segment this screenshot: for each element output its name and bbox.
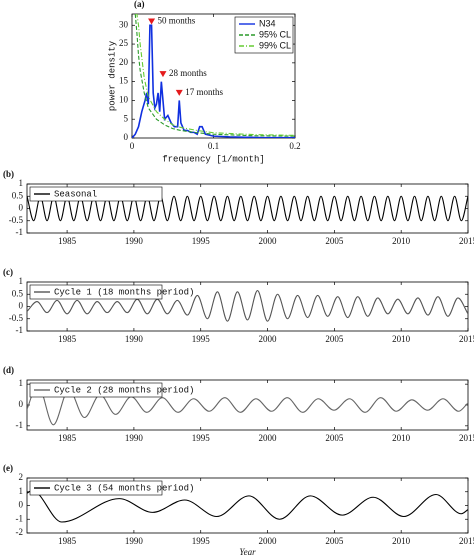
y-tick-label: 1 — [19, 178, 24, 188]
x-tick-label: 2000 — [259, 536, 278, 546]
x-tick-label: 2005 — [325, 236, 344, 246]
annotation-label: 17 months — [185, 87, 223, 97]
legend-box — [29, 382, 163, 398]
x-tick-label: 2000 — [259, 236, 278, 246]
y-tick-label: -1 — [16, 513, 24, 523]
panel-label: (c) — [3, 267, 13, 277]
x-tick-label: 1985 — [58, 236, 77, 246]
x-tick-label: 1995 — [192, 433, 211, 443]
plot-area — [27, 489, 468, 523]
x-tick-label: 1990 — [125, 236, 144, 246]
y-tick-label: 0.5 — [12, 190, 24, 200]
y-tick-label: 1 — [19, 276, 24, 286]
y-tick-label: -1 — [16, 420, 24, 430]
x-tick-label: 2010 — [392, 236, 411, 246]
x-tick-label: 2015 — [459, 433, 474, 443]
y-tick-label: 0 — [19, 500, 24, 510]
x-tick-label: 1995 — [192, 334, 211, 344]
series-line — [27, 489, 468, 523]
series-line — [27, 290, 468, 322]
x-tick-label: 1985 — [58, 433, 77, 443]
x-tick-label: 1995 — [192, 236, 211, 246]
x-tick-label: 2015 — [459, 334, 474, 344]
x-tick-label: 2010 — [392, 334, 411, 344]
legend-box — [29, 284, 163, 300]
x-axis-label: frequency [1/month] — [162, 154, 265, 164]
panel-label: (b) — [3, 169, 14, 179]
y-tick-label: 20 — [119, 57, 129, 67]
legend-label: Cycle 2 (28 months period) — [54, 385, 194, 395]
legend-label: 95% CL — [259, 29, 291, 39]
x-tick-label: 1990 — [125, 433, 144, 443]
y-tick-label: 30 — [119, 19, 129, 29]
legend-label: N34 — [259, 18, 276, 28]
panel-label: (d) — [3, 365, 14, 375]
legend-label: Cycle 3 (54 months period) — [54, 483, 194, 493]
annotation-marker — [159, 71, 167, 78]
x-tick-label: 2015 — [459, 236, 474, 246]
x-tick-label: 1990 — [125, 536, 144, 546]
x-tick-label: 1990 — [125, 334, 144, 344]
x-tick-label: 2010 — [392, 433, 411, 443]
y-tick-label: 1 — [19, 486, 24, 496]
annotation-marker — [148, 18, 156, 25]
x-tick-label: 2015 — [459, 536, 474, 546]
legend-box — [29, 186, 163, 202]
panel-label: (e) — [3, 463, 13, 473]
series-line — [134, 14, 295, 137]
legend-box — [29, 480, 163, 496]
panel-label: (a) — [134, 0, 145, 9]
x-tick-label: 2000 — [259, 334, 278, 344]
x-tick-label: 1985 — [58, 536, 77, 546]
x-tick-label: 2005 — [325, 334, 344, 344]
plot-area — [27, 195, 468, 222]
annotation-label: 50 months — [158, 16, 196, 26]
y-tick-label: -1 — [16, 227, 24, 237]
series-line — [135, 14, 295, 136]
legend-box — [234, 16, 294, 54]
y-tick-label: 0 — [19, 301, 24, 311]
plot-area — [27, 290, 468, 322]
x-tick-label: 2005 — [325, 536, 344, 546]
y-tick-label: 0 — [19, 399, 24, 409]
y-tick-label: 2 — [19, 472, 24, 482]
x-axis-label: Year — [239, 547, 256, 557]
x-tick-label: 2000 — [259, 433, 278, 443]
y-tick-label: 10 — [119, 94, 129, 104]
x-tick-label: 2010 — [392, 536, 411, 546]
y-tick-label: 0 — [124, 132, 129, 142]
y-tick-label: 25 — [119, 38, 129, 48]
y-axis-label: power density — [107, 40, 117, 111]
series-line — [132, 24, 295, 138]
y-tick-label: 5 — [124, 113, 129, 123]
y-tick-label: -1 — [16, 325, 24, 335]
x-tick-label: 1995 — [192, 536, 211, 546]
y-tick-label: 0 — [19, 203, 24, 213]
y-tick-label: -0.5 — [9, 313, 24, 323]
x-tick-label: 0 — [130, 141, 135, 151]
legend-label: Cycle 1 (18 months period) — [54, 287, 194, 297]
y-tick-label: 1 — [19, 378, 24, 388]
y-tick-label: -0.5 — [9, 215, 24, 225]
x-tick-label: 2005 — [325, 433, 344, 443]
annotation-label: 28 months — [169, 68, 207, 78]
legend-label: Seasonal — [54, 189, 97, 199]
x-tick-label: 1985 — [58, 334, 77, 344]
y-tick-label: 0.5 — [12, 288, 24, 298]
y-tick-label: -2 — [16, 527, 24, 537]
plot-area — [132, 14, 295, 138]
x-tick-label: 0.2 — [289, 141, 300, 151]
legend-label: 99% CL — [259, 40, 291, 50]
x-tick-label: 0.1 — [208, 141, 219, 151]
series-line — [27, 195, 468, 222]
y-tick-label: 15 — [119, 76, 129, 86]
annotation-marker — [175, 89, 183, 96]
